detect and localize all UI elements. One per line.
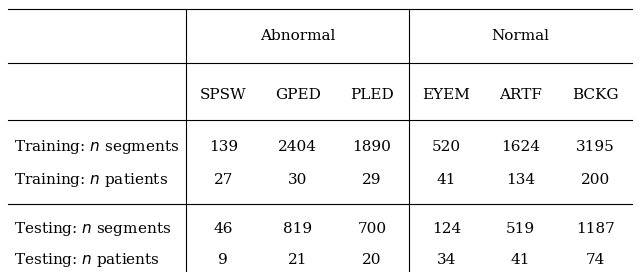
Text: 124: 124 [432, 222, 461, 236]
Text: 819: 819 [283, 222, 312, 236]
Text: Testing: $n$ segments: Testing: $n$ segments [14, 220, 172, 238]
Text: 27: 27 [214, 173, 233, 187]
Text: 519: 519 [506, 222, 535, 236]
Text: Abnormal: Abnormal [260, 29, 335, 43]
Text: PLED: PLED [350, 88, 394, 102]
Text: 134: 134 [506, 173, 535, 187]
Text: 34: 34 [436, 253, 456, 267]
Text: 41: 41 [436, 173, 456, 187]
Text: Normal: Normal [492, 29, 550, 43]
Text: Training: $n$ patients: Training: $n$ patients [14, 171, 168, 189]
Text: 2404: 2404 [278, 140, 317, 154]
Text: 1187: 1187 [576, 222, 614, 236]
Text: GPED: GPED [275, 88, 321, 102]
Text: 700: 700 [358, 222, 387, 236]
Text: 29: 29 [362, 173, 382, 187]
Text: BCKG: BCKG [572, 88, 618, 102]
Text: 21: 21 [288, 253, 307, 267]
Text: 3195: 3195 [576, 140, 614, 154]
Text: 20: 20 [362, 253, 382, 267]
Text: SPSW: SPSW [200, 88, 246, 102]
Text: 41: 41 [511, 253, 531, 267]
Text: 1624: 1624 [501, 140, 540, 154]
Text: 520: 520 [432, 140, 461, 154]
Text: 200: 200 [580, 173, 610, 187]
Text: 74: 74 [586, 253, 605, 267]
Text: Testing: $n$ patients: Testing: $n$ patients [14, 251, 160, 269]
Text: EYEM: EYEM [422, 88, 470, 102]
Text: 139: 139 [209, 140, 238, 154]
Text: 1890: 1890 [353, 140, 392, 154]
Text: Training: $n$ segments: Training: $n$ segments [14, 138, 179, 156]
Text: 9: 9 [218, 253, 228, 267]
Text: ARTF: ARTF [499, 88, 542, 102]
Text: 46: 46 [214, 222, 233, 236]
Text: 30: 30 [288, 173, 307, 187]
